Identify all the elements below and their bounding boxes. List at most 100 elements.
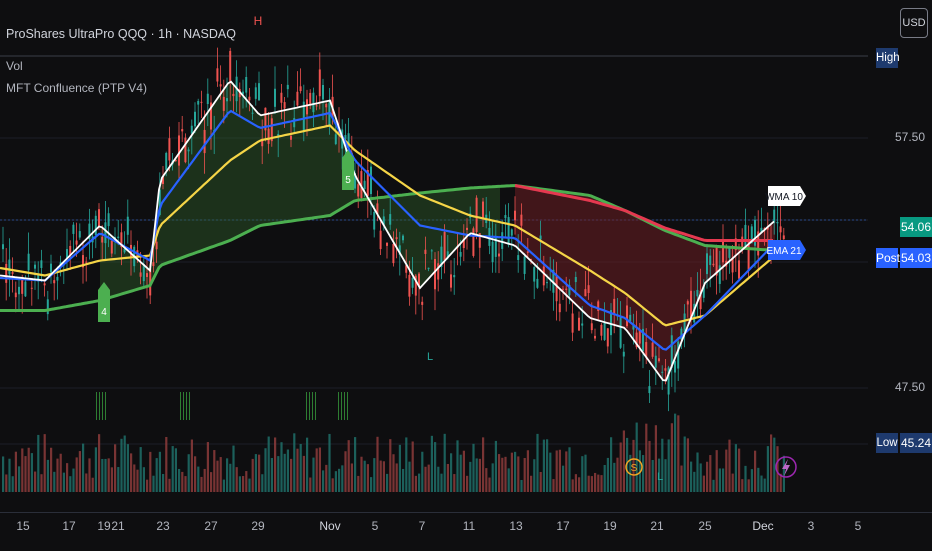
candle-body [392,243,395,264]
volume-bar [133,464,136,492]
price-chart[interactable]: H L L 4 5 S WMA 10 EMA 21 [0,0,868,512]
candle-body [482,201,484,220]
candle-body [206,93,209,105]
time-label: 21 [650,519,664,533]
volume-bar [299,443,302,492]
candle-body [290,135,292,140]
currency-button[interactable]: USD [900,8,928,38]
volume-bar [293,433,296,492]
time-axis[interactable]: 15 17 19 21 23 27 29 Nov 5 7 11 13 17 19… [0,512,932,551]
volume-indicator-label[interactable]: Vol [6,59,23,73]
volume-bar [603,465,606,492]
volume-bar [450,453,453,492]
candle-body [322,84,324,100]
post-label: Post [876,248,900,268]
candle-body [498,253,500,257]
volume-bar [488,477,491,492]
volume-signal-tick [96,392,97,420]
candle-body [306,99,308,115]
candle-body [722,240,724,263]
volume-bar [699,463,702,492]
candle-body [402,235,404,241]
candle-body [389,214,392,225]
candle-body [354,172,356,189]
candle-body [645,342,648,358]
volume-bar [523,457,526,492]
time-label: 21 [111,519,125,533]
wma-tag-text: WMA 10 [765,192,803,203]
volume-bar [763,478,766,492]
candle-body [94,215,97,236]
volume-bar [565,451,568,492]
candle-body [427,267,430,269]
candle-body [258,83,260,101]
volume-bar [517,456,520,492]
volume-bar [72,468,75,492]
candle-body [283,102,286,109]
volume-bar [779,473,782,492]
symbol-title[interactable]: ProShares UltraPro QQQ · 1h · NASDAQ [6,27,236,41]
candle-body [459,251,462,257]
candle-body [584,289,587,297]
candle-body [536,278,539,288]
volume-bar [411,441,414,492]
volume-bar [616,457,619,492]
volume-bar [453,474,456,492]
volume-bar [360,456,363,492]
volume-signal-tick [315,392,316,420]
candle-body [424,249,427,254]
volume-bar [734,444,737,492]
volume-bar [670,423,673,492]
volume-bar [248,478,251,492]
candle-body [363,180,366,190]
candle-body [530,258,532,260]
volume-bar [286,449,289,492]
candle-body [408,274,411,297]
volume-bar [168,478,171,492]
candle-body [267,128,270,144]
volume-bar [114,444,117,492]
candle-body [773,209,776,223]
volume-bar [251,458,254,492]
volume-bar [37,434,40,492]
volume-bar [315,448,318,492]
volume-bar [680,465,683,492]
candle-body [414,275,417,296]
candle-body [555,275,558,302]
volume-bar [62,472,65,492]
time-label: 25 [698,519,712,533]
volume-bar [491,463,494,492]
volume-bar [235,467,238,492]
volume-bar [526,450,529,492]
candle-body [693,303,696,323]
candle-body [312,92,315,113]
candle-body [587,285,590,293]
volume-bar [309,477,312,492]
volume-signal-tick [102,392,103,420]
volume-bar [306,437,309,492]
candle-body [501,232,504,249]
candle-body [533,267,536,282]
candle-body [514,210,516,221]
candle-body [629,314,632,322]
time-label: 27 [204,519,218,533]
volume-bar [459,454,462,492]
candle-body [680,328,683,340]
volume-bar [546,439,549,492]
volume-bar [110,467,113,492]
price-axis[interactable]: High 57.50 54.06 Post 54.03 47.50 Low 45… [868,0,932,512]
volume-bar [504,456,507,492]
volume-bar [536,433,539,492]
volume-bar [40,474,43,492]
candle-body [626,305,628,327]
volume-bar [69,476,72,492]
candle-body [34,264,36,269]
signal-markers: H L L 4 5 S WMA 10 EMA 21 [98,14,806,483]
candle-body [78,231,81,238]
last-price-badge: 54.06 [900,217,932,237]
mft-indicator-label[interactable]: MFT Confluence (PTP V4) [6,81,147,95]
volume-bar [414,475,417,492]
volume-bar [581,456,584,492]
volume-bar [578,477,581,492]
candle-body [750,226,753,244]
